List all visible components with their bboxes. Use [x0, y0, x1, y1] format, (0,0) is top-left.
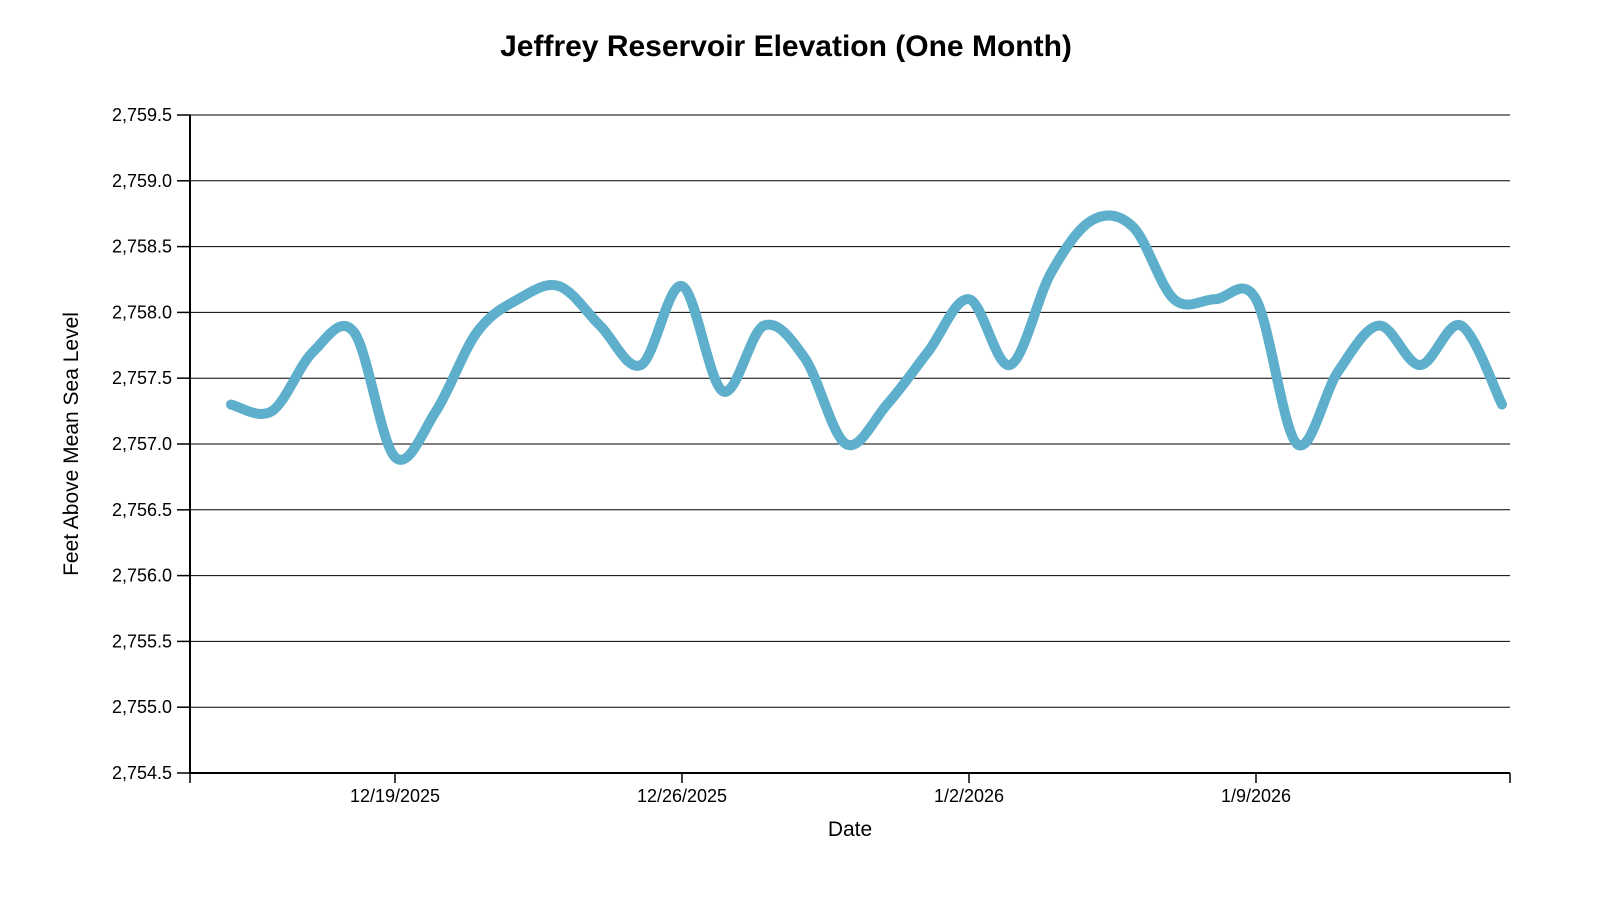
y-tick-label: 2,757.0: [112, 434, 172, 454]
y-tick-label: 2,758.0: [112, 302, 172, 322]
y-tick-label: 2,756.0: [112, 566, 172, 586]
y-tick-label: 2,755.0: [112, 697, 172, 717]
y-tick-label: 2,759.0: [112, 171, 172, 191]
x-tick-label: 1/9/2026: [1221, 786, 1291, 806]
y-tick-label: 2,759.5: [112, 105, 172, 125]
elevation-series-line: [226, 210, 1507, 465]
y-tick-label: 2,756.5: [112, 500, 172, 520]
y-tick-label: 2,755.5: [112, 631, 172, 651]
chart-title: Jeffrey Reservoir Elevation (One Month): [500, 30, 1072, 63]
y-tick-label: 2,758.5: [112, 237, 172, 257]
x-axis-title: Date: [827, 818, 873, 841]
x-tick-label: 12/19/2025: [350, 786, 440, 806]
y-tick-label: 2,754.5: [112, 763, 172, 783]
x-tick-label: 1/2/2026: [934, 786, 1004, 806]
y-tick-label: 2,757.5: [112, 368, 172, 388]
x-tick-label: 12/26/2025: [637, 786, 727, 806]
